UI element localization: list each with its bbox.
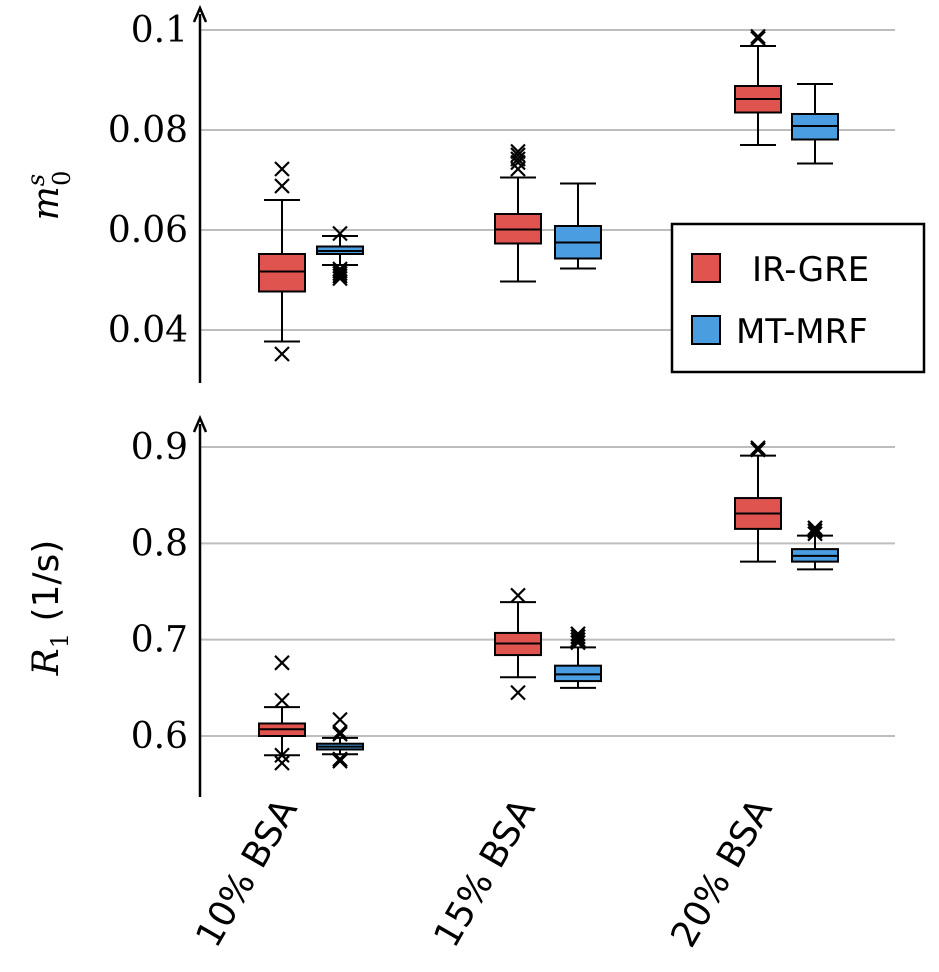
outlier-point	[510, 684, 526, 701]
category-labels: 10% BSA 15% BSA 20% BSA	[188, 792, 781, 955]
y-tick-label: 0.9	[131, 427, 188, 468]
outlier-point	[274, 178, 290, 194]
y-axis-label-base: R	[26, 648, 67, 676]
outlier-point	[570, 628, 586, 645]
outlier-point	[750, 440, 766, 456]
outlier-point	[274, 747, 290, 764]
box-ir-gre-15-bsa	[494, 587, 542, 701]
y-tick-label: 0.06	[108, 210, 188, 251]
outlier-point	[274, 655, 290, 671]
box-mt-mrf-10-bsa	[316, 225, 364, 287]
legend-label-mt-mrf: MT-MRF	[736, 312, 868, 352]
outlier-point	[332, 724, 348, 740]
outlier-point	[510, 147, 526, 163]
y-tick-label: 0.6	[131, 716, 188, 757]
outlier-point	[510, 587, 526, 604]
y-axis-label: R1 (1/s)	[26, 540, 74, 677]
y-axis-arrow	[192, 414, 208, 433]
iqr-box	[258, 253, 306, 293]
outlier-point	[332, 726, 348, 742]
box-ir-gre-20-bsa	[734, 28, 782, 146]
y-tick-label: 0.04	[108, 310, 188, 351]
box-mt-mrf-20-bsa	[791, 520, 839, 571]
outlier-point	[807, 520, 823, 536]
outlier-point	[332, 268, 348, 284]
outlier-point	[332, 711, 348, 728]
outlier-point	[274, 692, 290, 709]
panel-r1: 0.6 0.7 0.8 0.9 R1 (1/s)	[26, 414, 895, 797]
outlier-point	[332, 261, 348, 277]
category-label-15-bsa: 15% BSA	[426, 792, 544, 955]
outlier-point	[570, 626, 586, 642]
category-label-20-bsa: 20% BSA	[663, 792, 781, 955]
outlier-point	[807, 523, 823, 539]
outlier-point	[510, 151, 526, 167]
y-axis-label-sub: 0	[48, 171, 76, 186]
outlier-point	[332, 263, 348, 279]
y-tick-label: 0.8	[131, 523, 188, 564]
box-mt-mrf-10-bsa	[316, 711, 364, 769]
legend-frame	[670, 222, 926, 374]
category-label-10-bsa: 10% BSA	[188, 792, 306, 955]
legend-swatch-ir-gre	[691, 253, 721, 283]
outlier-point	[332, 265, 348, 282]
y-tick-label: 0.08	[108, 110, 188, 151]
y-axis-label-unit: (1/s)	[26, 540, 67, 633]
legend-swatch-mt-mrf	[691, 315, 721, 345]
legend: IR-GRE MT-MRF	[670, 222, 926, 374]
box-ir-gre-10-bsa	[258, 655, 306, 771]
legend-label-ir-gre: IR-GRE	[752, 250, 869, 290]
outlier-point	[332, 225, 348, 242]
y-axis-arrow	[192, 4, 208, 23]
panel-m0s: 0.04 0.06 0.08 0.1 ms0	[22, 4, 895, 383]
y-axis-label-sup: s	[22, 174, 50, 186]
box-mt-mrf-20-bsa	[791, 83, 839, 165]
outlier-point	[750, 28, 766, 45]
box-ir-gre-10-bsa	[258, 161, 306, 362]
y-axis-label-sub: 1	[46, 633, 74, 648]
outlier-point	[332, 751, 348, 767]
box-ir-gre-20-bsa	[734, 440, 782, 563]
y-axis-label: ms0	[22, 171, 76, 221]
y-tick-label: 0.1	[131, 10, 188, 51]
y-tick-label: 0.7	[131, 620, 188, 661]
outlier-point	[274, 346, 290, 362]
y-axis-label-base: m	[26, 186, 67, 220]
outlier-point	[274, 755, 290, 771]
outlier-point	[807, 525, 823, 542]
outlier-point	[332, 753, 348, 769]
outlier-point	[570, 631, 586, 648]
outlier-point	[274, 161, 290, 177]
outlier-point	[750, 442, 766, 458]
outlier-point	[510, 154, 526, 171]
box-mt-mrf-15-bsa	[554, 626, 602, 689]
box-ir-gre-15-bsa	[494, 143, 542, 283]
outlier-point	[510, 143, 526, 160]
box-mt-mrf-15-bsa	[554, 182, 602, 270]
outlier-point	[750, 30, 766, 47]
